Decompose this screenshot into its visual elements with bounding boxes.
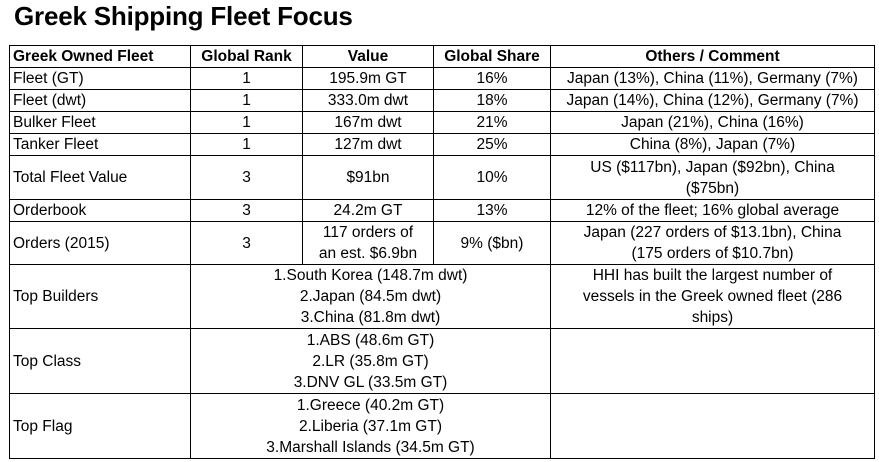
row-share: 9% ($bn)	[433, 221, 551, 265]
row-label: Orderbook	[9, 199, 191, 222]
list-item: 3.DNV GL (33.5m GT)	[293, 373, 448, 391]
row-value: 195.9m GT	[302, 67, 434, 90]
table-row: Bulker Fleet 1 167m dwt 21% Japan (21%),…	[9, 111, 875, 134]
row-comment: US ($117bn), Japan ($92bn), China ($75bn…	[550, 155, 875, 200]
list-item: 1.Greece (40.2m GT)	[296, 396, 445, 414]
header-global-rank: Global Rank	[190, 45, 303, 68]
list-item: 2.LR (35.8m GT)	[312, 352, 429, 370]
row-label: Tanker Fleet	[9, 133, 191, 156]
top-class-row: Top Class 1.ABS (48.6m GT) 2.LR (35.8m G…	[9, 328, 875, 394]
row-label: Orders (2015)	[9, 221, 191, 265]
row-value: 24.2m GT	[302, 199, 434, 222]
comment-line: US ($117bn), Japan ($92bn), China	[590, 158, 835, 176]
row-label: Top Builders	[9, 264, 191, 329]
header-global-share: Global Share	[433, 45, 551, 68]
row-comment-empty	[550, 328, 875, 394]
table-row: Orders (2015) 3 117 orders of an est. $6…	[9, 221, 875, 265]
list-item: 3.Marshall Islands (34.5m GT)	[266, 438, 475, 456]
comment-line: HHI has built the largest number of	[592, 267, 833, 284]
row-share: 16%	[433, 67, 551, 90]
row-value: 127m dwt	[302, 133, 434, 156]
row-value: 333.0m dwt	[302, 89, 434, 112]
table-header-row: Greek Owned Fleet Global Rank Value Glob…	[9, 45, 875, 68]
top-flag-list: 1.Greece (40.2m GT) 2.Liberia (37.1m GT)…	[190, 393, 551, 459]
comment-line: vessels in the Greek owned fleet (286	[582, 288, 843, 305]
row-comment: Japan (14%), China (12%), Germany (7%)	[550, 89, 875, 112]
row-label: Fleet (dwt)	[9, 89, 191, 112]
row-rank: 1	[190, 67, 303, 90]
row-value: $91bn	[302, 155, 434, 200]
table-row: Fleet (dwt) 1 333.0m dwt 18% Japan (14%)…	[9, 89, 875, 112]
row-label: Bulker Fleet	[9, 111, 191, 134]
row-comment: Japan (21%), China (16%)	[550, 111, 875, 134]
header-greek-owned-fleet: Greek Owned Fleet	[9, 45, 191, 68]
table-row: Fleet (GT) 1 195.9m GT 16% Japan (13%), …	[9, 67, 875, 90]
row-comment: Japan (13%), China (11%), Germany (7%)	[550, 67, 875, 90]
comment-line: ($75bn)	[685, 179, 740, 197]
header-value: Value	[302, 45, 434, 68]
top-builders-list: 1.South Korea (148.7m dwt) 2.Japan (84.5…	[190, 264, 551, 329]
row-comment-empty	[550, 393, 875, 459]
comment-line: ships)	[691, 309, 734, 326]
row-rank: 1	[190, 111, 303, 134]
row-comment: 12% of the fleet; 16% global average	[550, 199, 875, 222]
row-share: 25%	[433, 133, 551, 156]
row-label: Fleet (GT)	[9, 67, 191, 90]
row-label: Top Flag	[9, 393, 191, 459]
table-row: Orderbook 3 24.2m GT 13% 12% of the flee…	[9, 199, 875, 222]
list-item: 2.Liberia (37.1m GT)	[299, 417, 442, 435]
list-item: 1.ABS (48.6m GT)	[306, 331, 435, 349]
value-line: an est. $6.9bn	[318, 245, 418, 262]
list-item: 1.South Korea (148.7m dwt)	[273, 267, 468, 284]
row-rank: 1	[190, 89, 303, 112]
fleet-table: Greek Owned Fleet Global Rank Value Glob…	[9, 45, 875, 459]
row-share: 10%	[433, 155, 551, 200]
comment-line: Japan (227 orders of $13.1bn), China	[583, 224, 842, 241]
table-row: Tanker Fleet 1 127m dwt 25% China (8%), …	[9, 133, 875, 156]
list-item: 3.China (81.8m dwt)	[300, 309, 441, 326]
top-builders-row: Top Builders 1.South Korea (148.7m dwt) …	[9, 264, 875, 329]
comment-line: (175 orders of $10.7bn)	[631, 245, 794, 262]
value-line: 117 orders of	[322, 224, 414, 241]
row-value: 167m dwt	[302, 111, 434, 134]
page-title: Greek Shipping Fleet Focus	[14, 1, 353, 31]
row-rank: 3	[190, 199, 303, 222]
row-rank: 3	[190, 155, 303, 200]
row-comment: HHI has built the largest number of vess…	[550, 264, 875, 329]
row-rank: 1	[190, 133, 303, 156]
row-label: Total Fleet Value	[9, 155, 191, 200]
row-share: 13%	[433, 199, 551, 222]
row-share: 21%	[433, 111, 551, 134]
row-label: Top Class	[9, 328, 191, 394]
top-flag-row: Top Flag 1.Greece (40.2m GT) 2.Liberia (…	[9, 393, 875, 459]
list-item: 2.Japan (84.5m dwt)	[299, 288, 442, 305]
header-others-comment: Others / Comment	[550, 45, 875, 68]
row-comment: Japan (227 orders of $13.1bn), China (17…	[550, 221, 875, 265]
row-comment: China (8%), Japan (7%)	[550, 133, 875, 156]
row-value: 117 orders of an est. $6.9bn	[302, 221, 434, 265]
top-class-list: 1.ABS (48.6m GT) 2.LR (35.8m GT) 3.DNV G…	[190, 328, 551, 394]
row-rank: 3	[190, 221, 303, 265]
table-row: Total Fleet Value 3 $91bn 10% US ($117bn…	[9, 155, 875, 200]
row-share: 18%	[433, 89, 551, 112]
